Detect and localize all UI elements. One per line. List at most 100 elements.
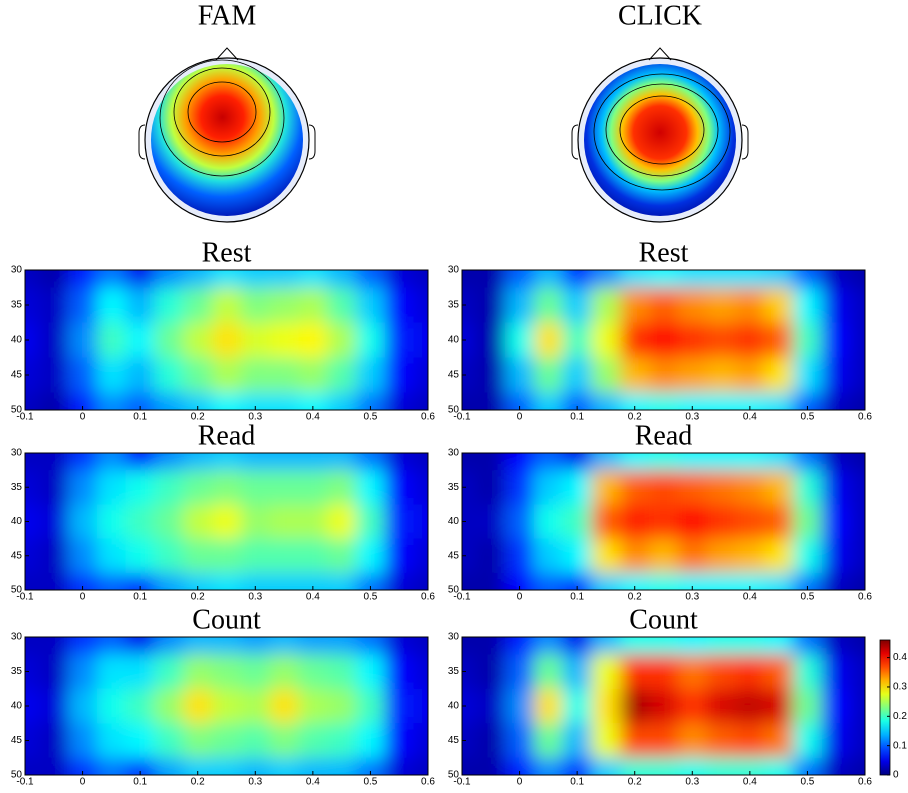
heatmap-cell bbox=[735, 539, 764, 574]
heatmap-cell bbox=[356, 230, 385, 288]
heatmap-cell bbox=[678, 470, 707, 505]
heatmap-cell bbox=[505, 597, 534, 655]
y-tick-label: 40 bbox=[11, 335, 23, 346]
heatmap-cell bbox=[155, 393, 184, 451]
heatmap-cell bbox=[97, 539, 126, 574]
heatmap-cell bbox=[534, 539, 563, 574]
heatmap-cell bbox=[735, 597, 764, 655]
colorbar-tick-label: 0.2 bbox=[893, 711, 907, 722]
heatmap-cell bbox=[241, 504, 270, 539]
y-tick-label: 35 bbox=[11, 666, 23, 677]
heatmap-cell bbox=[298, 597, 327, 655]
x-tick-label: 0.6 bbox=[421, 777, 435, 788]
heatmap-cell bbox=[126, 358, 155, 394]
y-tick-label: 40 bbox=[448, 516, 460, 527]
heatmap-cell bbox=[270, 654, 299, 689]
heatmap-cell bbox=[505, 230, 534, 288]
heatmap-cell bbox=[764, 539, 793, 574]
heatmap-cell bbox=[270, 230, 299, 288]
x-tick-label: 0.5 bbox=[363, 777, 377, 788]
y-tick-label: 35 bbox=[11, 300, 23, 311]
heatmap-cell bbox=[126, 230, 155, 288]
x-tick-label: 0.2 bbox=[628, 777, 642, 788]
heatmap-cell bbox=[97, 573, 126, 631]
x-tick-label: 0.5 bbox=[800, 592, 814, 603]
heatmap-cell bbox=[385, 470, 414, 505]
heatmap-cell bbox=[476, 393, 505, 451]
colorbar-tick-label: 0 bbox=[893, 770, 899, 781]
y-tick-label: 40 bbox=[448, 335, 460, 346]
heatmap-cell bbox=[505, 288, 534, 324]
heatmap-cell bbox=[97, 654, 126, 689]
heatmap-cell bbox=[764, 230, 793, 288]
heatmap-cell bbox=[212, 723, 241, 758]
y-tick-label: 40 bbox=[448, 701, 460, 712]
heatmap-cell bbox=[592, 393, 621, 451]
heatmap-cell bbox=[505, 358, 534, 394]
y-tick-label: 45 bbox=[448, 550, 460, 561]
heatmap-cell bbox=[505, 504, 534, 539]
heatmap-cell bbox=[678, 358, 707, 394]
heatmap-cell bbox=[212, 654, 241, 689]
heatmap-cell bbox=[707, 597, 736, 655]
heatmap-cell bbox=[851, 504, 906, 539]
heatmap-cell bbox=[707, 689, 736, 724]
x-tick-label: 0.5 bbox=[800, 412, 814, 423]
heatmap-cell bbox=[270, 573, 299, 631]
heatmap-cell bbox=[822, 504, 851, 539]
heatmap-cell bbox=[155, 470, 184, 505]
heatmap-cell bbox=[793, 654, 822, 689]
x-tick-label: 0.1 bbox=[570, 592, 584, 603]
heatmap-cell bbox=[298, 689, 327, 724]
heatmap-cell bbox=[212, 470, 241, 505]
heatmap-cell bbox=[563, 358, 592, 394]
x-tick-label: 0.4 bbox=[743, 592, 757, 603]
heatmap-cell bbox=[385, 413, 414, 471]
heatmap-cell bbox=[298, 230, 327, 288]
heatmap-cell bbox=[68, 504, 97, 539]
heatmap-cell bbox=[563, 723, 592, 758]
heatmap-cell bbox=[385, 230, 414, 288]
heatmap-cell bbox=[356, 504, 385, 539]
heatmap-cell bbox=[385, 573, 414, 631]
x-tick-label: 0.2 bbox=[191, 777, 205, 788]
heatmap-cell bbox=[707, 654, 736, 689]
heatmap-cell bbox=[592, 413, 621, 471]
heatmap-cell bbox=[649, 470, 678, 505]
heatmap-cell bbox=[68, 230, 97, 288]
x-tick-label: 0.3 bbox=[685, 777, 699, 788]
heatmap-cell bbox=[476, 504, 505, 539]
heatmap-cell bbox=[735, 504, 764, 539]
heatmap-cell bbox=[505, 689, 534, 724]
heatmap-cell bbox=[534, 288, 563, 324]
heatmap-cell bbox=[97, 230, 126, 288]
heatmap-cell bbox=[620, 323, 649, 359]
colorbar-tick-label: 0.4 bbox=[893, 652, 907, 663]
heatmap-cell bbox=[735, 470, 764, 505]
heatmap-cell bbox=[126, 504, 155, 539]
heatmap-cell bbox=[735, 723, 764, 758]
heatmap-cell bbox=[183, 539, 212, 574]
heatmap-cell bbox=[327, 413, 356, 471]
y-tick-label: 45 bbox=[448, 370, 460, 381]
x-tick-label: 0.6 bbox=[858, 777, 872, 788]
heatmap-cell bbox=[212, 539, 241, 574]
x-tick-label: 0.4 bbox=[306, 777, 320, 788]
heatmap-cell bbox=[649, 723, 678, 758]
heatmap-cell bbox=[414, 323, 469, 359]
heatmap-cell bbox=[327, 539, 356, 574]
heatmap-cell bbox=[764, 393, 793, 451]
heatmap-cell bbox=[822, 323, 851, 359]
heatmap-cell bbox=[476, 323, 505, 359]
subplot-title: Read bbox=[198, 420, 256, 451]
x-tick-label: 0 bbox=[517, 777, 523, 788]
heatmap-cell bbox=[39, 597, 68, 655]
column-title: CLICK bbox=[618, 0, 702, 31]
heatmap-cell bbox=[39, 470, 68, 505]
heatmap-cell bbox=[563, 504, 592, 539]
y-tick-label: 50 bbox=[448, 585, 460, 596]
heatmap-cell bbox=[793, 504, 822, 539]
x-tick-label: 0.3 bbox=[685, 592, 699, 603]
heatmap-cell bbox=[476, 413, 505, 471]
heatmap-cell bbox=[851, 323, 906, 359]
